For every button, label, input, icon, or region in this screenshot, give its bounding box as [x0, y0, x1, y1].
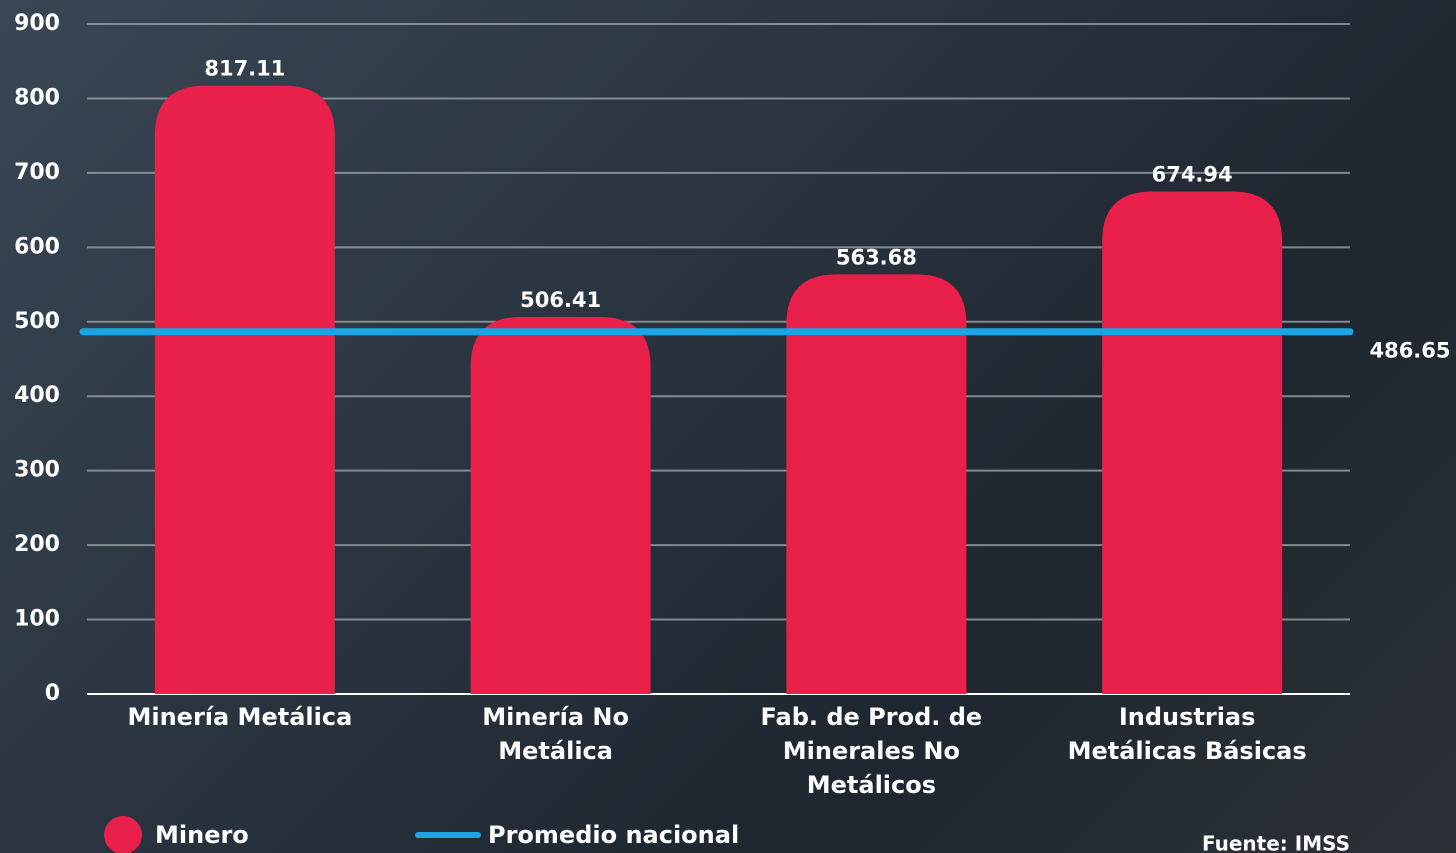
- y-tick-label: 100: [14, 607, 60, 632]
- y-tick-label: 900: [14, 11, 60, 36]
- y-tick-label: 0: [45, 681, 60, 706]
- y-tick-label: 500: [14, 309, 60, 334]
- legend-label: Promedio nacional: [488, 821, 739, 849]
- value-label: 506.41: [520, 288, 601, 312]
- x-tick-label: Minería No Metálica: [482, 703, 629, 765]
- source: Fuente: IMSS: [1202, 832, 1350, 853]
- y-tick-label: 600: [14, 234, 60, 259]
- y-tick-label: 400: [14, 383, 60, 408]
- value-label: 563.68: [836, 245, 917, 269]
- y-tick-label: 300: [14, 458, 60, 483]
- value-label: 674.94: [1152, 163, 1233, 187]
- bar: [786, 274, 967, 694]
- y-tick-label: 700: [14, 160, 60, 185]
- y-tick-label: 200: [14, 532, 60, 557]
- bar: [154, 85, 335, 694]
- x-tick-label: Fab. de Prod. de Minerales No Metálicos: [760, 703, 983, 799]
- legend-label: Minero: [155, 821, 249, 849]
- legend-swatch: [104, 816, 142, 853]
- x-tick-label: Minería Metálica: [127, 703, 353, 731]
- value-label: 817.11: [204, 57, 285, 81]
- reference-label: 486.65: [1369, 339, 1450, 363]
- bar: [470, 317, 651, 694]
- y-tick-label: 800: [14, 85, 60, 110]
- bar: [1102, 191, 1283, 694]
- x-tick-label: Industrias Metálicas Básicas: [1067, 703, 1307, 765]
